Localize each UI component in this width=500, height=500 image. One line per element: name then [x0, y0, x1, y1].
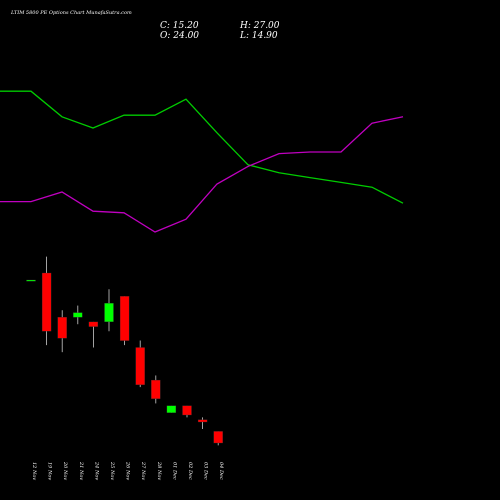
x-tick-label: 01 Dec [171, 462, 177, 480]
x-tick-label: 21 Nov [78, 461, 84, 480]
candle [41, 256, 52, 346]
x-tick-label: 12 Nov [31, 462, 37, 480]
candle [26, 279, 36, 282]
candle [104, 289, 114, 332]
candle [135, 340, 145, 388]
candle [213, 431, 223, 446]
candle-body [166, 405, 177, 413]
candle-body [151, 379, 161, 399]
x-tick-label: 24 Nov [93, 461, 99, 480]
candle-body [41, 272, 52, 332]
x-tick-label: 02 Dec [187, 462, 193, 480]
candle-body [26, 279, 36, 282]
low-readout: L: 14.90 [239, 31, 278, 41]
x-tick-label: 03 Dec [203, 462, 209, 480]
x-tick-label: 25 Nov [109, 461, 115, 480]
overlay-line-2 [0, 116, 404, 233]
open-readout: O: 24.00 [160, 31, 199, 41]
overlay-line-1 [0, 90, 404, 204]
x-tick-label: 28 Nov [156, 461, 162, 480]
candle-body [88, 321, 99, 327]
candle [151, 375, 161, 404]
candle-body [135, 347, 145, 385]
x-tick-label: 04 Dec [218, 462, 224, 480]
candle [197, 417, 208, 430]
candle [88, 321, 99, 348]
candle-body [182, 405, 192, 416]
close-readout: C: 15.20 [160, 21, 199, 31]
x-axis-ticks: 12 Nov 19 Nov 20 Nov 21 Nov 24 Nov 25 Nov 26 N… [31, 461, 224, 480]
x-tick-label: 27 Nov [140, 461, 146, 480]
candle [57, 310, 67, 353]
candle-body [119, 296, 130, 341]
candle-body [104, 303, 114, 322]
chart-title: LTIM 5800 PE Options Chart MunafaSutra.c… [10, 10, 132, 16]
x-tick-label: 19 Nov [47, 462, 53, 480]
candle-body [213, 431, 223, 444]
candles [26, 256, 223, 446]
x-tick-label: 20 Nov [62, 461, 68, 480]
candle-body [73, 312, 83, 318]
high-readout: H: 27.00 [239, 21, 280, 31]
candle-body [57, 317, 67, 339]
candle [182, 405, 192, 418]
candle [73, 305, 83, 325]
candle-body [197, 419, 208, 423]
candle [166, 405, 177, 413]
overlay-lines [0, 90, 404, 233]
x-tick-label: 26 Nov [125, 461, 131, 480]
candle [119, 296, 130, 346]
